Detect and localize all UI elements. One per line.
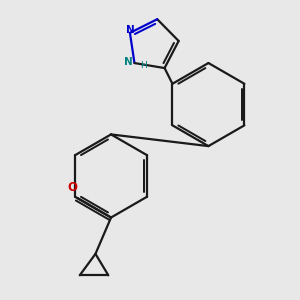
Text: N: N xyxy=(125,25,134,35)
Text: H: H xyxy=(140,61,146,70)
Text: O: O xyxy=(67,181,77,194)
Text: N: N xyxy=(124,57,133,67)
